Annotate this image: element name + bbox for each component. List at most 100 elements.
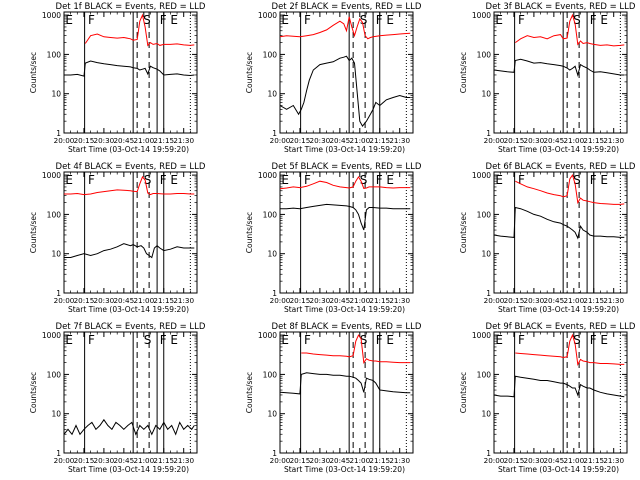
x-axis-label: Start Time (03-Oct-14 19:59:20) [68,465,189,474]
y-tick-label: 10 [267,410,277,419]
y-axis-label: Counts/sec [29,52,38,93]
region-label: F [376,333,383,347]
y-tick-label: 100 [477,370,492,379]
x-tick-label: 20:00 [270,456,291,465]
x-axis-label: Start Time (03-Oct-14 19:59:20) [498,465,619,474]
region-label: F [376,173,383,187]
lld-series-line [515,173,625,205]
x-tick-label: 20:15 [290,456,311,465]
x-tick-label: 21:30 [389,136,410,145]
x-axis-label: Start Time (03-Oct-14 19:59:20) [284,465,405,474]
x-tick-label: 20:00 [54,456,75,465]
x-tick-label: 20:45 [543,296,564,305]
y-tick-label: 10 [51,90,61,99]
region-label: F [590,173,597,187]
x-axis-label: Start Time (03-Oct-14 19:59:20) [498,305,619,314]
x-tick-label: 20:45 [113,456,134,465]
region-label: S [143,13,151,27]
x-tick-label: 20:15 [74,136,95,145]
x-tick-label: 21:30 [173,136,194,145]
panel-det-7: Det 7f BLACK = Events, RED = LLD 1 10 100 10… [29,322,206,474]
panel-det-6: Det 6f BLACK = Events, RED = LLD 1 10 100 10… [459,162,636,314]
events-series-line [279,55,411,127]
region-label: S [360,333,368,347]
region-label: F [590,13,597,27]
y-tick-label: 1000 [42,171,61,180]
region-label: E [495,13,503,27]
region-label: F [160,333,167,347]
x-tick-label: 20:45 [113,136,134,145]
y-tick-label: 1000 [472,331,491,340]
x-tick-label: 20:30 [310,456,331,465]
x-tick-label: 21:00 [349,296,370,305]
region-label: E [386,333,394,347]
y-tick-label: 100 [263,50,278,59]
lld-series-line [64,175,195,196]
y-tick-label: 10 [267,90,277,99]
y-tick-label: 100 [263,370,278,379]
lld-series-line [279,175,411,190]
region-label: E [65,333,73,347]
plot-frame [279,171,414,294]
region-label: F [160,173,167,187]
x-tick-label: 20:15 [74,296,95,305]
region-label: F [88,333,95,347]
region-label: E [495,333,503,347]
y-tick-label: 1000 [258,331,277,340]
x-tick-label: 20:00 [484,136,505,145]
region-label: E [386,13,394,27]
region-label: E [600,333,608,347]
lld-series-line [515,333,625,366]
y-tick-label: 1000 [42,331,61,340]
x-tick-label: 21:30 [389,456,410,465]
x-tick-label: 20:45 [329,136,350,145]
region-label: E [281,333,289,347]
x-tick-label: 21:15 [583,136,604,145]
x-tick-label: 20:00 [270,296,291,305]
y-tick-label: 1 [272,129,277,138]
x-axis-label: Start Time (03-Oct-14 19:59:20) [68,145,189,154]
y-tick-label: 1 [56,129,61,138]
y-tick-label: 10 [481,410,491,419]
x-tick-label: 21:00 [349,136,370,145]
x-tick-label: 21:15 [369,136,390,145]
x-tick-label: 20:00 [54,136,75,145]
y-tick-label: 1 [272,449,277,458]
y-tick-label: 10 [481,250,491,259]
plot-frame [63,171,198,294]
x-tick-label: 21:15 [153,136,174,145]
y-tick-label: 100 [263,210,278,219]
region-label: S [144,173,152,187]
events-series-line [493,375,625,398]
x-tick-label: 21:00 [133,136,154,145]
panel-det-4: Det 4f BLACK = Events, RED = LLD 1 10 100 10… [29,162,206,314]
x-tick-label: 20:15 [74,456,95,465]
lld-series-line [279,16,411,40]
y-axis-label: Counts/sec [245,372,254,413]
region-label: F [590,333,597,347]
y-axis-label: Counts/sec [459,212,468,253]
x-tick-label: 21:30 [603,136,624,145]
y-tick-label: 1 [486,289,491,298]
panel-title: Det 5f BLACK = Events, RED = LLD [272,162,422,172]
x-tick-label: 20:30 [94,296,115,305]
x-tick-label: 21:15 [369,296,390,305]
x-tick-label: 21:00 [563,456,584,465]
region-label: E [170,173,178,187]
panel-title: Det 9f BLACK = Events, RED = LLD [486,322,636,332]
events-series-line [493,206,625,240]
panel-det-8: Det 8f BLACK = Events, RED = LLD 1 10 100 10… [245,322,422,474]
y-tick-label: 1 [56,449,61,458]
panel-det-1: Det 1f BLACK = Events, RED = LLD 1 10 100 10… [29,2,206,154]
x-tick-label: 20:30 [94,456,115,465]
x-tick-label: 20:45 [329,456,350,465]
lld-series-line [84,13,195,47]
region-label: S [360,173,368,187]
x-tick-label: 21:30 [603,296,624,305]
y-tick-label: 10 [481,90,491,99]
x-tick-label: 20:30 [94,136,115,145]
y-tick-label: 100 [477,50,492,59]
events-series-line [64,60,195,77]
x-tick-label: 20:30 [524,456,545,465]
